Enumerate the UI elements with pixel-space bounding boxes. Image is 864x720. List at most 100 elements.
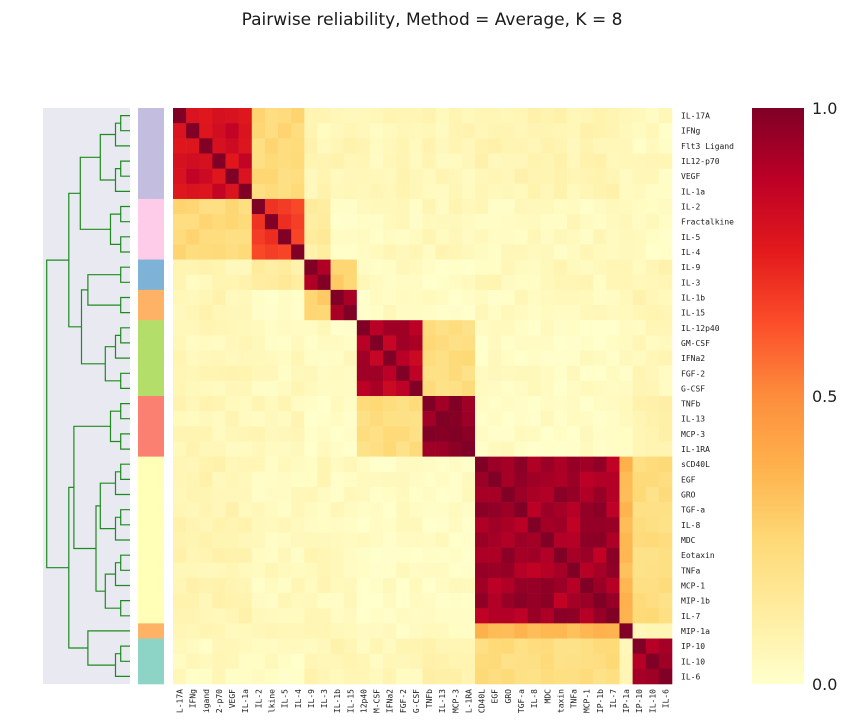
- heatmap-cell: [461, 638, 476, 654]
- heatmap-cell: [317, 274, 331, 291]
- heatmap-cell: [304, 168, 318, 185]
- heatmap-cell: [304, 456, 318, 473]
- heatmap-cell: [264, 168, 279, 185]
- heatmap-cell: [527, 426, 541, 442]
- heatmap-cell: [291, 426, 305, 442]
- heatmap-cell: [527, 411, 541, 427]
- heatmap-cell: [238, 229, 253, 245]
- heatmap-cell: [212, 502, 226, 518]
- heatmap-cell: [501, 593, 515, 609]
- heatmap-cell: [396, 365, 410, 382]
- heatmap-cell: [264, 320, 279, 336]
- heatmap-cell: [383, 486, 397, 503]
- heatmap-cell: [278, 168, 292, 185]
- heatmap-cell: [488, 608, 502, 624]
- heatmap-cell: [304, 183, 318, 200]
- row-label: IL-15: [681, 309, 705, 318]
- heatmap-cell: [448, 350, 463, 366]
- heatmap-cell: [343, 441, 358, 457]
- heatmap-cell: [186, 335, 200, 351]
- column-label: igand: [202, 689, 211, 713]
- heatmap-cell: [422, 411, 436, 427]
- heatmap-cell: [658, 335, 673, 351]
- heatmap-cell: [514, 456, 528, 473]
- heatmap-cell: [238, 441, 253, 457]
- heatmap-cell: [225, 274, 239, 291]
- heatmap-cell: [291, 623, 305, 639]
- heatmap-cell: [356, 289, 371, 306]
- heatmap-cell: [461, 214, 476, 230]
- heatmap-cell: [593, 198, 607, 215]
- heatmap-cell: [199, 138, 213, 154]
- heatmap-cell: [304, 198, 318, 215]
- heatmap-cell: [278, 198, 292, 215]
- heatmap-cell: [409, 138, 423, 154]
- heatmap-cell: [448, 411, 463, 427]
- heatmap-cell: [186, 577, 200, 594]
- column-label: EGF: [491, 689, 500, 704]
- heatmap-cell: [593, 380, 607, 397]
- heatmap-cell: [317, 623, 331, 639]
- heatmap-cell: [632, 668, 647, 685]
- heatmap-cell: [527, 289, 541, 306]
- heatmap-cell: [199, 259, 213, 276]
- heatmap-cell: [658, 244, 673, 260]
- heatmap-cell: [488, 365, 502, 382]
- heatmap-cell: [422, 123, 436, 139]
- heatmap-cell: [396, 305, 410, 321]
- heatmap-cell: [580, 274, 594, 291]
- heatmap-cell: [264, 305, 279, 321]
- heatmap-cell: [606, 517, 620, 533]
- heatmap-cell: [566, 668, 581, 685]
- heatmap-cell: [540, 214, 555, 230]
- column-label: IFNg: [189, 689, 198, 708]
- heatmap-cell: [251, 168, 266, 185]
- heatmap-cell: [291, 335, 305, 351]
- heatmap-cell: [632, 517, 647, 533]
- heatmap-cell: [317, 198, 331, 215]
- heatmap-cell: [383, 183, 397, 200]
- heatmap-cell: [264, 608, 279, 624]
- heatmap-cell: [383, 214, 397, 230]
- heatmap-cell: [251, 517, 266, 533]
- heatmap-cell: [632, 638, 647, 654]
- heatmap-cell: [501, 471, 515, 488]
- heatmap-cell: [238, 608, 253, 624]
- heatmap-cell: [461, 168, 476, 185]
- heatmap-cell: [304, 638, 318, 654]
- heatmap-cell: [606, 547, 620, 564]
- heatmap-cell: [343, 532, 358, 548]
- heatmap-cell: [173, 441, 187, 457]
- heatmap-cell: [632, 183, 647, 200]
- heatmap-cell: [580, 532, 594, 548]
- heatmap-cell: [291, 229, 305, 245]
- heatmap-cell: [645, 259, 660, 276]
- heatmap-cell: [173, 380, 187, 397]
- heatmap-cell: [566, 396, 581, 412]
- heatmap-cell: [566, 562, 581, 579]
- heatmap-cell: [422, 259, 436, 276]
- heatmap-cell: [580, 411, 594, 427]
- heatmap-cell: [448, 229, 463, 245]
- column-label: 2-p70: [215, 689, 224, 713]
- heatmap-cell: [527, 532, 541, 548]
- heatmap-cell: [593, 214, 607, 230]
- heatmap-cell: [251, 486, 266, 503]
- heatmap-cell: [278, 668, 292, 685]
- heatmap-cell: [304, 411, 318, 427]
- row-label: IL-7: [681, 612, 700, 621]
- heatmap-cell: [435, 411, 450, 427]
- heatmap-cell: [461, 653, 476, 670]
- heatmap-cell: [369, 274, 384, 291]
- heatmap-cell: [199, 411, 213, 427]
- heatmap-cell: [422, 244, 436, 260]
- heatmap-cell: [383, 229, 397, 245]
- heatmap-cell: [212, 396, 226, 412]
- heatmap-cell: [317, 608, 331, 624]
- heatmap-cell: [369, 289, 384, 306]
- heatmap-cell: [566, 259, 581, 276]
- heatmap-cell: [566, 638, 581, 654]
- heatmap-cell: [527, 441, 541, 457]
- heatmap-cell: [527, 638, 541, 654]
- heatmap-cell: [212, 320, 226, 336]
